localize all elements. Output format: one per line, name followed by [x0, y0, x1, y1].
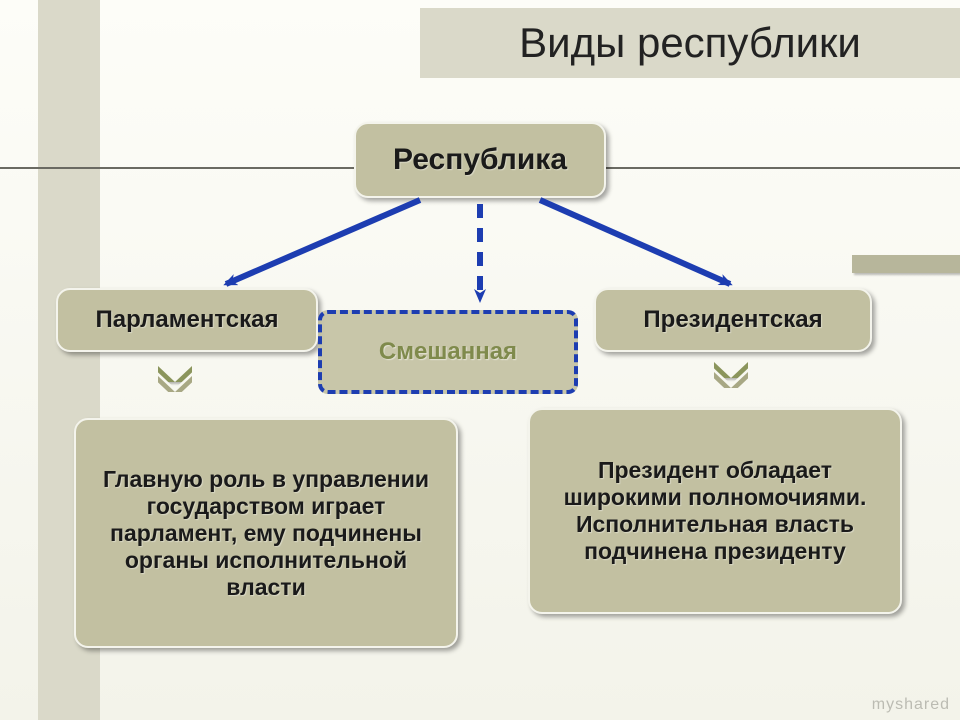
node-presidential: Президентская	[594, 288, 872, 352]
chevron-down-icon	[158, 366, 192, 400]
node-presidential-desc-text: Президент обладает широкими полномочиями…	[540, 457, 890, 565]
node-presidential-desc: Президент обладает широкими полномочиями…	[528, 408, 902, 614]
accent-bar	[852, 255, 960, 273]
node-parliamentary-desc: Главную роль в управлении государством и…	[74, 418, 458, 648]
node-republic: Республика	[354, 122, 606, 198]
node-mixed-label: Смешанная	[379, 338, 517, 366]
slide-title: Виды республики	[519, 19, 861, 67]
node-presidential-label: Президентская	[643, 306, 822, 334]
arrow-to-parliamentary	[226, 200, 420, 284]
watermark: myshared	[872, 696, 950, 714]
chevron-down-icon	[714, 362, 748, 396]
node-parliamentary-label: Парламентская	[96, 306, 279, 334]
title-strip: Виды республики	[420, 8, 960, 78]
slide: Виды республики Республика Парламентская…	[0, 0, 960, 720]
arrow-to-presidential	[540, 200, 730, 284]
node-parliamentary-desc-text: Главную роль в управлении государством и…	[86, 466, 446, 601]
node-mixed: Смешанная	[318, 310, 578, 394]
node-republic-label: Республика	[393, 143, 567, 177]
node-parliamentary: Парламентская	[56, 288, 318, 352]
